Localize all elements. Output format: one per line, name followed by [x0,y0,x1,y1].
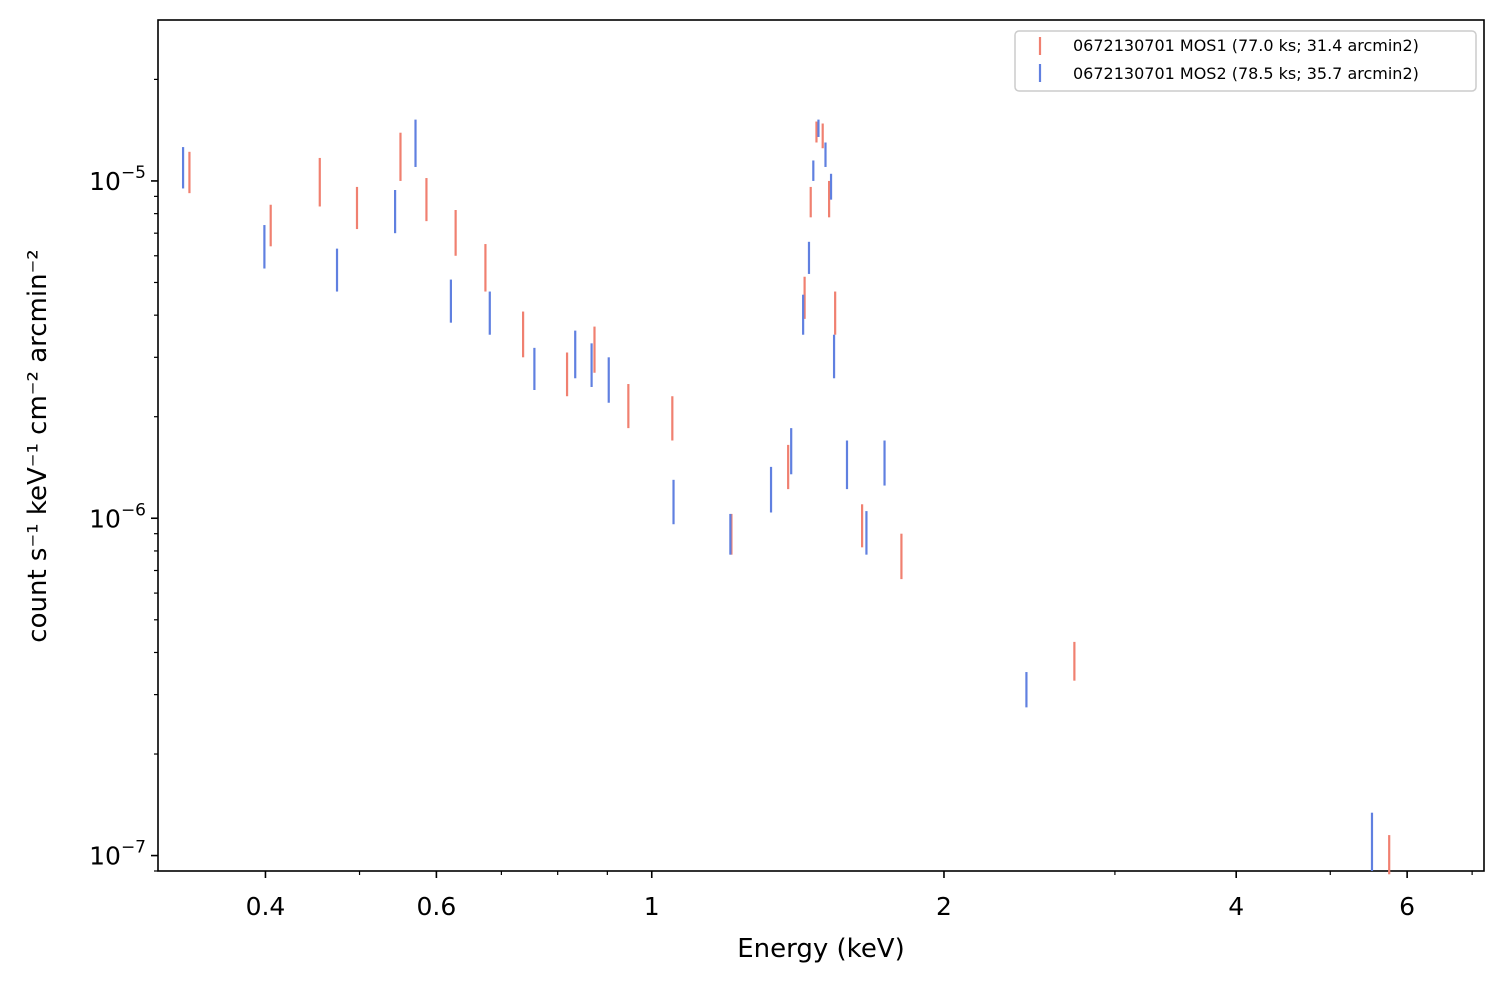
x-tick-label: 0.6 [417,892,457,921]
series-2 [181,119,1374,871]
y-tick-label: 10−5 [89,163,146,196]
x-tick-label: 1 [644,892,660,921]
x-tick-label: 2 [936,892,952,921]
y-axis-ticks: 10−5 10−6 10−7 [89,78,158,872]
x-tick-label: 4 [1228,892,1244,921]
y-axis-label: count s⁻¹ keV⁻¹ cm⁻² arcmin⁻² [23,249,53,642]
x-tick-label: 6 [1399,892,1415,921]
x-axis-ticks: 0.4 0.6 1 2 4 6 [246,871,1473,921]
y-tick-label: 10−6 [89,500,146,533]
legend-box [1014,30,1477,92]
legend-label-mos1: 0672130701 MOS1 (77.0 ks; 31.4 arcmin2) [1073,36,1419,55]
data-layer [181,119,1391,875]
x-tick-label: 0.4 [246,892,286,921]
plot-area-frame [157,19,1485,872]
series-1 [188,121,1391,875]
x-axis-label: Energy (keV) [737,934,905,964]
y-tick-label: 10−7 [89,838,146,871]
legend: 0672130701 MOS1 (77.0 ks; 31.4 arcmin2) … [1014,30,1477,92]
legend-label-mos2: 0672130701 MOS2 (78.5 ks; 35.7 arcmin2) [1073,64,1419,83]
